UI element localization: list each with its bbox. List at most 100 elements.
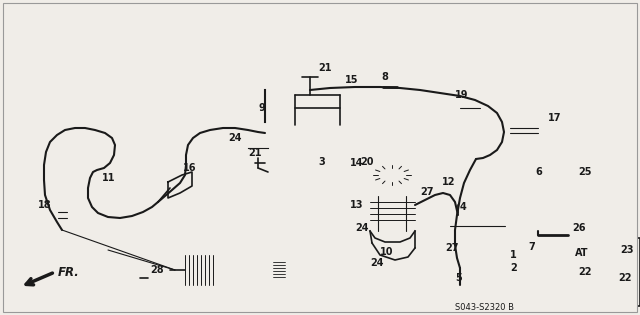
- Bar: [565, 238, 640, 306]
- Circle shape: [476, 244, 482, 250]
- Text: 4: 4: [460, 202, 467, 212]
- Bar: [525, 125, 533, 133]
- Bar: [420, 200, 427, 207]
- Text: 12: 12: [442, 177, 456, 187]
- Ellipse shape: [590, 276, 600, 284]
- Text: 25: 25: [578, 167, 591, 177]
- Circle shape: [561, 214, 569, 222]
- Text: 26: 26: [572, 223, 586, 233]
- Bar: [474, 243, 484, 251]
- Circle shape: [237, 146, 243, 151]
- Circle shape: [384, 256, 392, 264]
- Circle shape: [235, 143, 245, 153]
- Ellipse shape: [378, 176, 406, 188]
- Circle shape: [457, 267, 463, 273]
- Circle shape: [366, 233, 374, 241]
- Ellipse shape: [543, 187, 567, 217]
- Text: 13: 13: [350, 200, 364, 210]
- Ellipse shape: [620, 280, 630, 290]
- Ellipse shape: [585, 271, 605, 289]
- Bar: [460, 100, 480, 116]
- Text: 20: 20: [360, 157, 374, 167]
- Ellipse shape: [549, 194, 561, 210]
- Text: 1: 1: [510, 250, 516, 260]
- Text: 15: 15: [345, 75, 358, 85]
- Ellipse shape: [580, 266, 610, 294]
- Circle shape: [147, 275, 153, 281]
- Text: 22: 22: [578, 267, 591, 277]
- Text: 18: 18: [38, 200, 52, 210]
- Text: 28: 28: [150, 265, 164, 275]
- Ellipse shape: [256, 258, 278, 282]
- Circle shape: [541, 184, 549, 192]
- Text: 22: 22: [618, 273, 632, 283]
- Text: 27: 27: [445, 243, 458, 253]
- Bar: [185, 255, 267, 285]
- Bar: [318, 140, 338, 155]
- Circle shape: [58, 211, 66, 219]
- Bar: [535, 180, 575, 225]
- Ellipse shape: [259, 126, 271, 140]
- Ellipse shape: [377, 167, 407, 183]
- Bar: [492, 243, 502, 251]
- Circle shape: [300, 113, 310, 123]
- Circle shape: [561, 184, 569, 192]
- Bar: [510, 122, 538, 144]
- Ellipse shape: [627, 259, 630, 261]
- Circle shape: [326, 146, 330, 151]
- Text: 17: 17: [548, 113, 561, 123]
- Text: 19: 19: [455, 90, 468, 100]
- Circle shape: [458, 244, 464, 250]
- Ellipse shape: [621, 254, 635, 266]
- Circle shape: [325, 113, 335, 123]
- Bar: [450, 213, 505, 245]
- Circle shape: [144, 272, 156, 284]
- Bar: [456, 243, 466, 251]
- Ellipse shape: [443, 221, 457, 237]
- Bar: [93, 183, 107, 193]
- Ellipse shape: [362, 143, 372, 153]
- Text: 2: 2: [510, 263, 516, 273]
- Text: 5: 5: [455, 273, 461, 283]
- Circle shape: [541, 214, 549, 222]
- Text: 21: 21: [248, 148, 262, 158]
- Circle shape: [494, 244, 500, 250]
- Ellipse shape: [262, 129, 268, 137]
- Circle shape: [181, 176, 189, 184]
- Ellipse shape: [382, 170, 402, 180]
- Bar: [450, 255, 457, 262]
- Text: 24: 24: [228, 133, 241, 143]
- Ellipse shape: [623, 283, 627, 288]
- Text: 9: 9: [259, 103, 266, 113]
- Text: S043-S2320 B: S043-S2320 B: [455, 303, 514, 312]
- Bar: [273, 260, 285, 280]
- Text: 10: 10: [380, 247, 394, 257]
- Circle shape: [368, 235, 372, 239]
- Text: 14: 14: [350, 158, 364, 168]
- Circle shape: [202, 283, 207, 288]
- Text: 8: 8: [381, 72, 388, 82]
- Circle shape: [420, 201, 426, 205]
- Text: 7: 7: [528, 242, 535, 252]
- Ellipse shape: [301, 99, 309, 107]
- Text: 3: 3: [318, 157, 324, 167]
- Circle shape: [323, 143, 333, 153]
- Text: 27: 27: [420, 187, 433, 197]
- Text: 11: 11: [102, 173, 115, 183]
- Text: 24: 24: [370, 258, 383, 268]
- Text: 16: 16: [183, 163, 196, 173]
- Bar: [514, 125, 522, 133]
- Bar: [358, 140, 376, 155]
- Bar: [55, 209, 70, 221]
- Ellipse shape: [373, 164, 411, 186]
- Text: 6: 6: [535, 167, 541, 177]
- Text: 24: 24: [355, 223, 369, 233]
- Circle shape: [200, 280, 210, 290]
- Text: AT: AT: [575, 248, 589, 258]
- Ellipse shape: [383, 82, 397, 92]
- Text: 21: 21: [318, 63, 332, 73]
- Ellipse shape: [625, 257, 632, 263]
- Ellipse shape: [261, 263, 273, 277]
- Circle shape: [451, 255, 456, 261]
- Text: FR.: FR.: [58, 266, 80, 278]
